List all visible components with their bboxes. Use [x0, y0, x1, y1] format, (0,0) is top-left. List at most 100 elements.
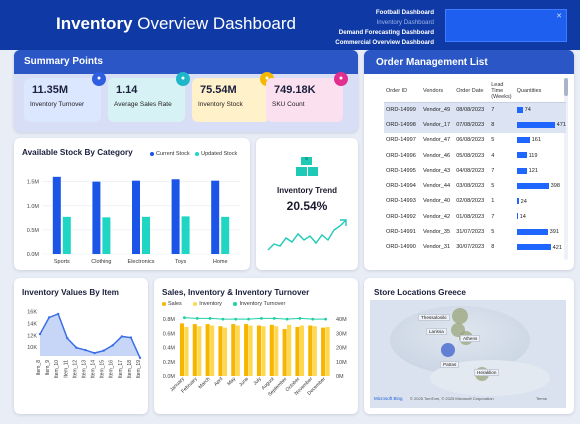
trend-sparkline — [267, 219, 347, 251]
order-id: ORD-14998 — [384, 117, 421, 133]
table-row[interactable]: ORD-14994 Vendor_44 03/08/2023 5 398 — [384, 178, 566, 193]
turnover-point — [311, 317, 315, 321]
quantity-cell: 14 — [515, 209, 566, 224]
column-header[interactable]: Quantities — [514, 80, 566, 103]
x-tick-label: Clothing — [91, 259, 111, 265]
kpi-label: Average Sales Rate — [114, 101, 172, 108]
bar — [321, 327, 326, 376]
order-table-scrollbar[interactable] — [564, 78, 568, 260]
bar — [287, 324, 292, 376]
bar — [256, 325, 262, 376]
column-header[interactable]: Order Date — [454, 80, 490, 103]
y-tick-label: 0.4M — [163, 346, 176, 352]
turnover-point — [234, 317, 238, 321]
table-row[interactable]: ORD-14996 Vendor_46 05/08/2023 4 119 — [384, 148, 566, 163]
quantity-cell: 24 — [515, 194, 566, 209]
x-tick-label: Electronics — [128, 259, 155, 265]
y-tick-label: 0.0M — [27, 252, 40, 258]
quantity-cell: 119 — [515, 148, 566, 163]
x-tick-label: Item_18 — [127, 360, 133, 378]
data-point — [102, 349, 105, 352]
quantity-bar — [516, 121, 555, 128]
turnover-point — [272, 317, 276, 320]
nav-demand-forecasting-dashboard[interactable]: Demand Forecasting Dashboard — [338, 29, 434, 36]
x-tick-label: March — [197, 376, 211, 390]
kpi-label: Inventory Turnover — [30, 101, 85, 108]
data-point — [84, 348, 87, 352]
quantity-value: 421 — [552, 244, 562, 251]
vendor: Vendor_43 — [423, 167, 451, 174]
y-tick-label: 14K — [27, 321, 37, 327]
data-point — [38, 332, 42, 336]
filter-slicer[interactable]: ✕ — [445, 9, 567, 42]
data-point — [138, 356, 142, 359]
nav-commercial-overview-dashboard[interactable]: Commercial Overview Dashboard — [335, 39, 434, 46]
order-date: 04/08/2023 — [456, 167, 485, 174]
quantity-cell: 421 — [515, 240, 566, 255]
lead-time: 8 — [491, 244, 495, 251]
table-row[interactable]: ORD-14991 Vendor_35 31/07/2023 5 391 — [384, 224, 566, 239]
x-tick-label: Item_11 — [63, 360, 69, 378]
x-tick-label: Item_13 — [81, 360, 87, 378]
x-tick-label: May — [226, 376, 237, 387]
turnover-point — [285, 317, 289, 321]
order-date: 08/08/2023 — [454, 102, 490, 118]
table-row[interactable]: ORD-14995 Vendor_43 04/08/2023 7 121 — [384, 163, 566, 178]
turnover-point — [183, 316, 186, 320]
bar — [248, 325, 253, 376]
vendor: Vendor_42 — [423, 213, 451, 220]
quantity-value: 74 — [524, 107, 531, 114]
table-row[interactable]: ORD-14990 Vendor_31 30/07/2023 8 421 — [384, 240, 566, 255]
order-date: 30/07/2023 — [456, 244, 485, 251]
order-id: ORD-14995 — [386, 167, 416, 174]
column-header[interactable]: Order ID — [384, 80, 421, 103]
data-point — [93, 351, 96, 355]
column-header[interactable]: Vendors — [421, 80, 455, 103]
quantity-bar — [516, 213, 518, 220]
table-row[interactable]: ORD-14999 Vendor_49 08/08/2023 7 74 — [384, 102, 566, 118]
map-bubble-patras[interactable] — [441, 343, 455, 357]
map-city-label: Larissa — [426, 328, 447, 335]
table-row[interactable]: ORD-14992 Vendor_42 01/08/2023 7 14 — [384, 209, 566, 224]
y-tick-label: 0.8M — [163, 317, 176, 323]
clear-filter-icon[interactable]: ✕ — [556, 13, 562, 20]
bar — [231, 324, 236, 376]
quantity-cell: 121 — [515, 163, 566, 178]
series-line — [39, 312, 141, 359]
bar — [244, 324, 249, 376]
turnover-point — [298, 317, 302, 320]
map-terms-link[interactable]: Terms — [536, 396, 547, 401]
column-header[interactable]: Lead Time (Weeks) — [489, 80, 515, 103]
available-stock-title: Available Stock By Category — [22, 148, 133, 157]
bar — [218, 326, 223, 376]
scrollbar-thumb[interactable] — [564, 78, 568, 96]
quantity-value: 121 — [528, 168, 538, 175]
bar — [142, 216, 150, 254]
x-tick-label: Item_8 — [36, 360, 42, 376]
table-row[interactable]: ORD-14993 Vendor_40 02/08/2023 1 24 — [384, 194, 566, 209]
kpi-value: 11.35M — [32, 84, 69, 96]
order-date: 05/08/2023 — [456, 152, 485, 159]
lead-time: 4 — [491, 152, 495, 159]
table-row[interactable]: ORD-14998 Vendor_17 07/08/2023 8 471 — [384, 117, 566, 133]
vendor: Vendor_17 — [421, 117, 455, 133]
bar — [210, 325, 215, 376]
bar — [235, 325, 240, 376]
data-point — [56, 312, 60, 316]
inventory-trend-value: 20.54% — [286, 199, 328, 213]
table-row[interactable]: ORD-14997 Vendor_47 06/08/2023 5 161 — [384, 133, 566, 148]
nav-football-dashboard[interactable]: Football Dashboard — [375, 9, 434, 16]
lead-time: 5 — [491, 137, 495, 144]
quantity-bar — [516, 106, 523, 113]
lead-time: 7 — [489, 102, 515, 118]
order-id: ORD-14990 — [386, 244, 416, 251]
order-date: 01/08/2023 — [456, 213, 485, 220]
quantity-value: 161 — [531, 137, 541, 144]
map-bubble-thessaloniki[interactable] — [452, 308, 468, 324]
bar — [222, 327, 228, 376]
page-title: Inventory Overview Dashboard — [56, 14, 296, 33]
greece-map[interactable] — [370, 300, 566, 408]
data-point — [66, 337, 69, 340]
nav-inventory-dashboard[interactable]: Inventory Dashboard — [376, 19, 434, 26]
